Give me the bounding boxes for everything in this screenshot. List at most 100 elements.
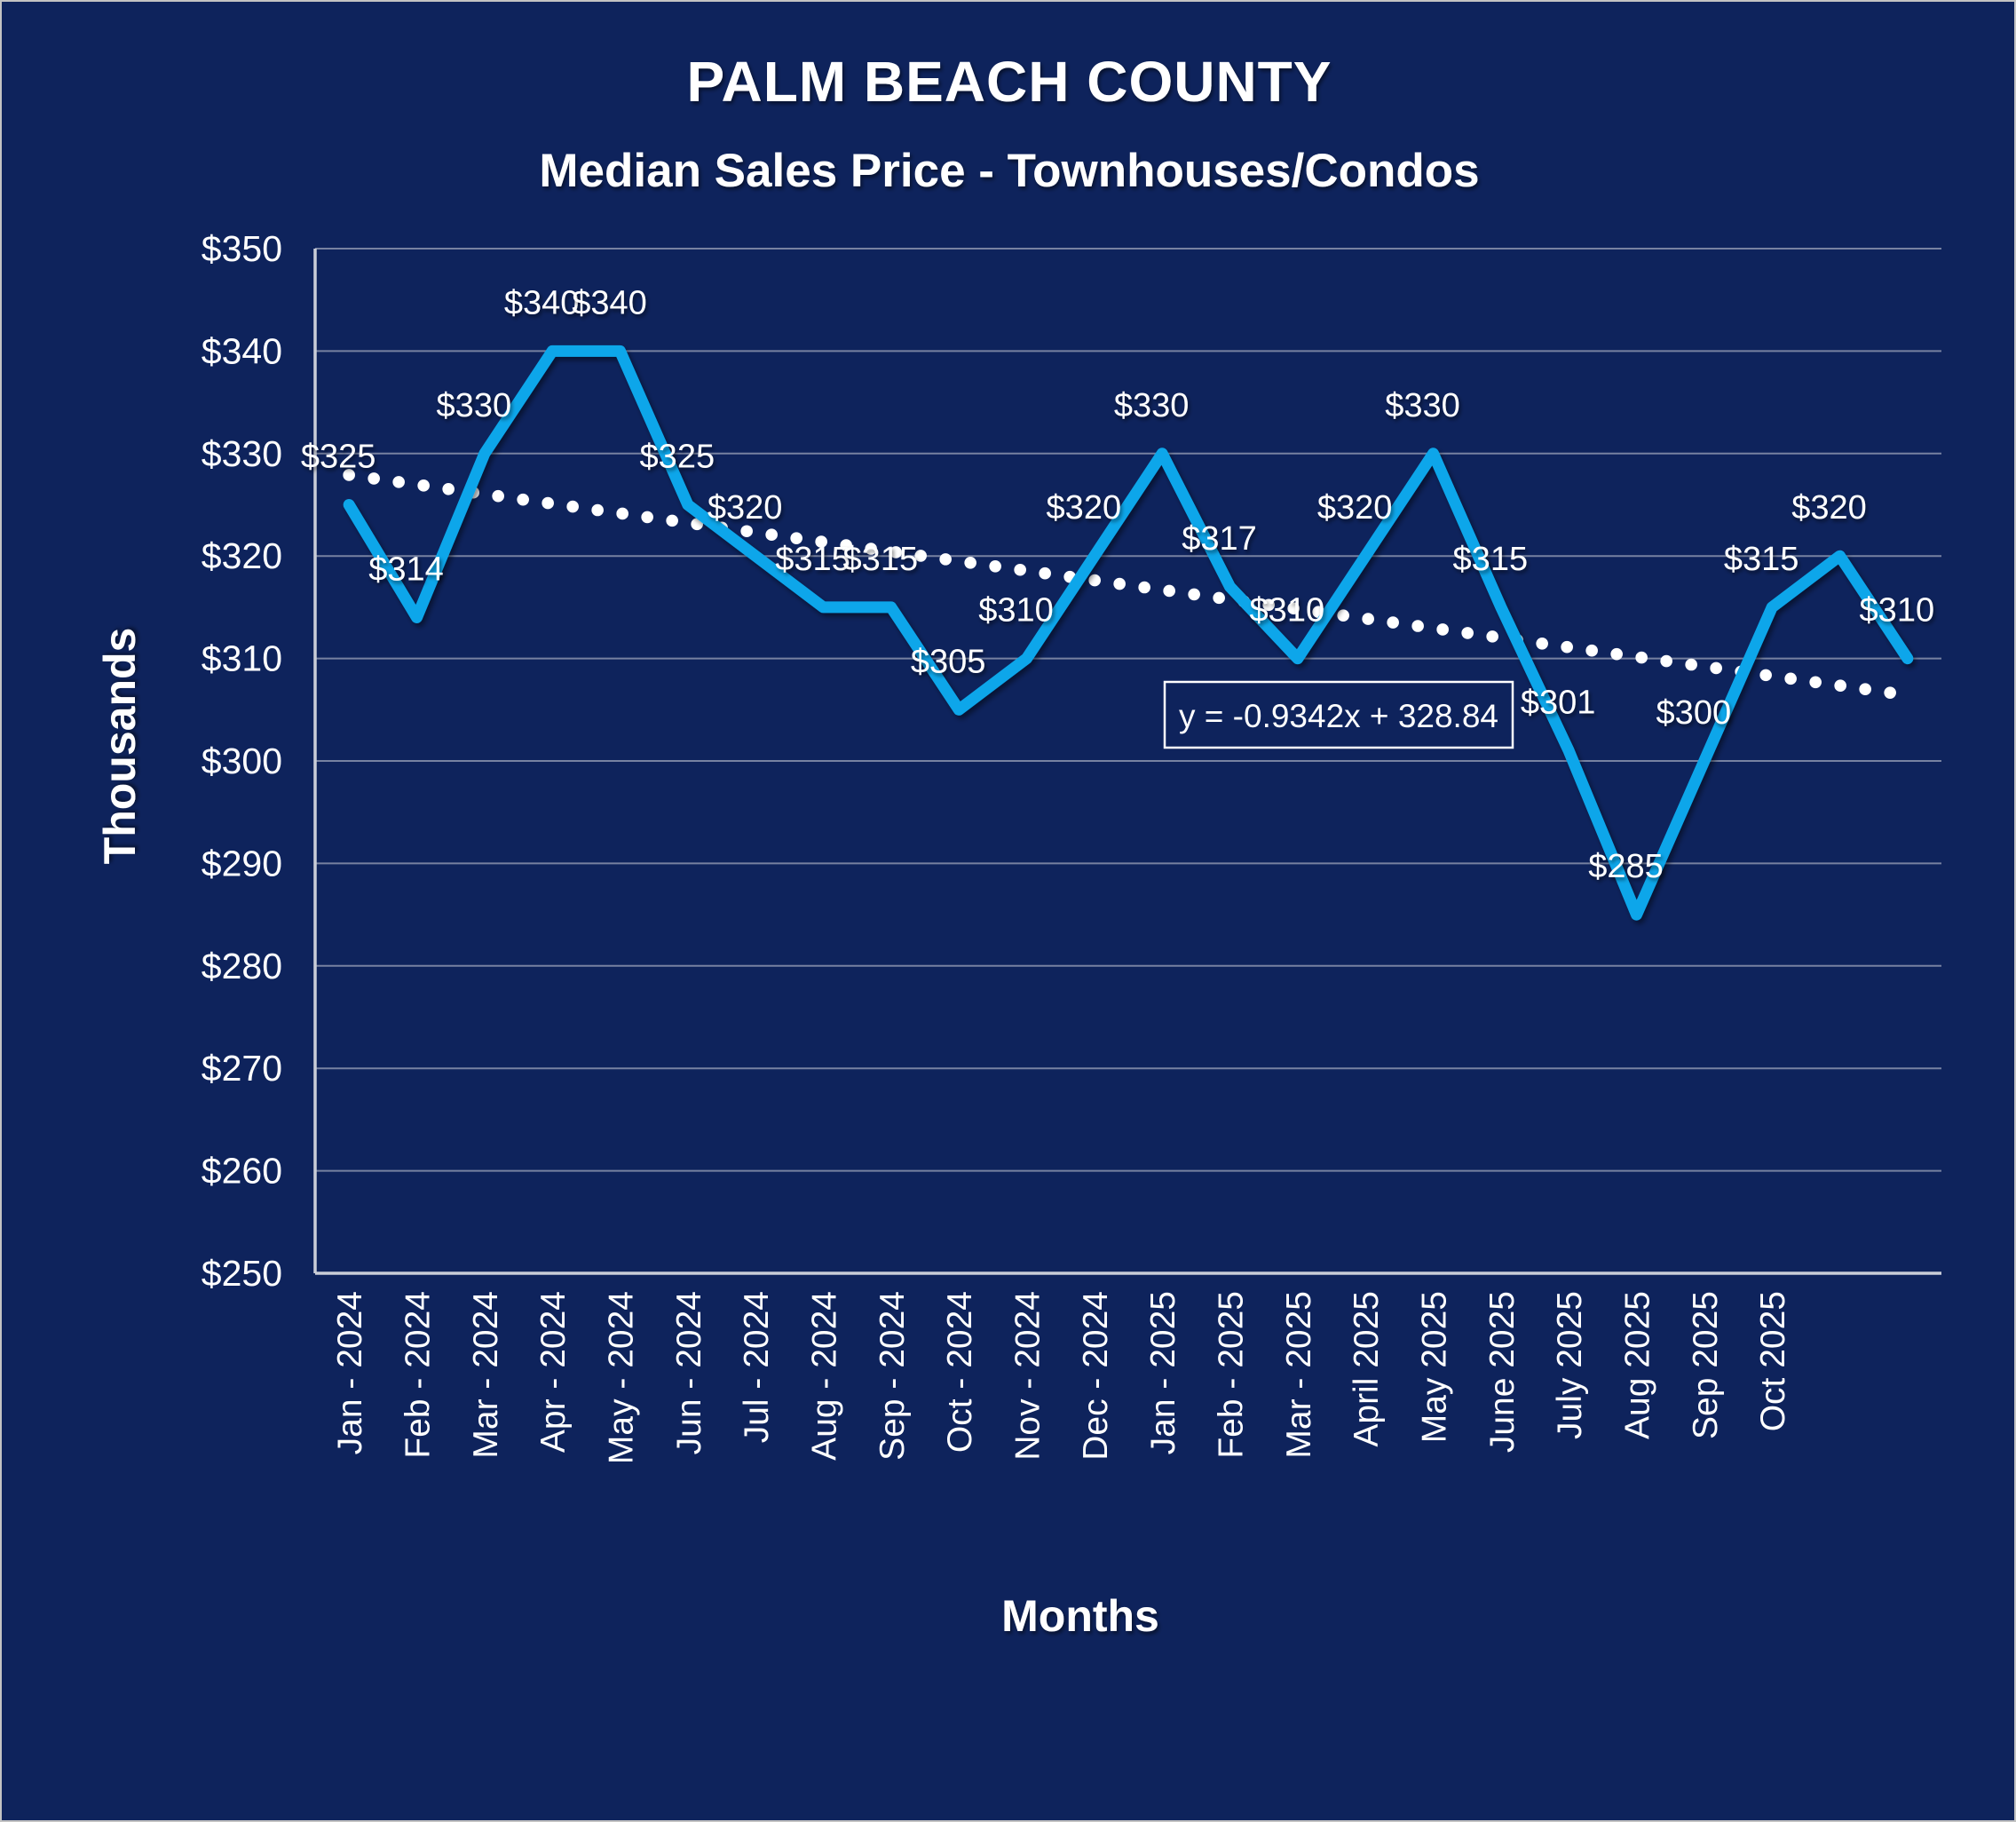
trendline-dot <box>1088 574 1101 587</box>
x-tick-label: Aug 2025 <box>1619 1291 1657 1439</box>
x-tick-label: June 2025 <box>1483 1291 1522 1453</box>
data-label: $325 <box>640 439 715 476</box>
trendline-dot <box>1486 630 1498 643</box>
data-label: $315 <box>775 541 850 578</box>
trendline-dot <box>1710 661 1722 675</box>
chart-subtitle: Median Sales Price - Townhouses/Condos <box>539 145 1479 197</box>
data-label: $300 <box>1656 694 1732 732</box>
data-label: $315 <box>1724 541 1799 578</box>
x-tick-label: Dec - 2024 <box>1077 1291 1115 1461</box>
x-tick-label: Oct - 2024 <box>941 1291 979 1453</box>
y-tick-label: $330 <box>202 433 282 474</box>
data-label: $320 <box>1047 489 1122 527</box>
trendline-dot <box>1884 686 1896 699</box>
data-label: $330 <box>437 387 512 424</box>
gridlines-group <box>315 248 1941 1274</box>
y-tick-label: $300 <box>202 741 282 781</box>
trendline-dot <box>641 511 653 524</box>
data-labels-group: $325 $314 $330 $340$340 $325 $320 $315 $315 $305… <box>301 284 1934 885</box>
trendline-dot <box>1859 683 1871 695</box>
trendline-dot <box>790 532 802 544</box>
data-label: $305 <box>911 643 986 680</box>
trendline-dot <box>1387 616 1399 629</box>
trendline-dot <box>1461 627 1474 639</box>
trendline-dot <box>442 482 455 495</box>
trendline-dot <box>815 535 827 548</box>
x-tick-label: Mar - 2025 <box>1280 1291 1318 1459</box>
y-tick-label: $310 <box>202 638 282 679</box>
trendline-dot <box>1660 654 1672 668</box>
data-label: $320 <box>708 489 783 527</box>
x-tick-label: Oct 2025 <box>1754 1291 1792 1431</box>
trendline-dot <box>1362 613 1374 625</box>
trendline-dot <box>343 469 355 481</box>
y-tick-label: $280 <box>202 946 282 986</box>
trendline-dot <box>1287 602 1300 615</box>
trendline-dot <box>492 489 504 503</box>
data-label: $330 <box>1114 387 1190 424</box>
x-tick-label: April 2025 <box>1348 1291 1386 1447</box>
x-tick-label: May 2025 <box>1416 1291 1454 1443</box>
x-tick-label: Mar - 2024 <box>467 1291 505 1459</box>
data-label: $315 <box>1453 541 1529 578</box>
data-label: $330 <box>1385 387 1460 424</box>
trendline-dot <box>368 472 380 485</box>
y-tick-labels-group: $350 $340 $330 $320 $310 $300 $290 $280 $270 $260… <box>202 228 282 1294</box>
y-tick-label: $350 <box>202 228 282 269</box>
data-label: $314 <box>368 551 444 588</box>
trendline-dot <box>765 528 778 541</box>
trendline-dot <box>989 559 1001 573</box>
trendline-dot <box>1039 566 1051 580</box>
trendline-dot <box>1014 563 1026 576</box>
trendline-dot <box>1809 676 1822 689</box>
equation-border <box>1163 680 1514 749</box>
y-tick-label: $250 <box>202 1253 282 1294</box>
trendline-dot <box>865 543 877 555</box>
trendline-equation-box: y = -0.9342x + 328.84 <box>1163 680 1514 749</box>
data-label: $340 <box>504 284 580 321</box>
trendline-dot <box>1337 609 1349 622</box>
trendline-dot <box>517 493 529 506</box>
y-tick-label: $260 <box>202 1151 282 1192</box>
data-label: $285 <box>1588 848 1664 885</box>
trendline-dot <box>417 479 430 492</box>
data-label: $320 <box>1317 489 1393 527</box>
trendline-dot <box>1759 669 1772 682</box>
x-tick-label: July 2025 <box>1551 1291 1589 1439</box>
trendline-dot <box>840 539 852 551</box>
data-label: $325 <box>301 439 376 476</box>
y-tick-label: $340 <box>202 330 282 371</box>
trendline-dot <box>1685 658 1697 671</box>
trendline-dot <box>1163 584 1175 598</box>
x-tick-label: May - 2024 <box>603 1291 641 1464</box>
y-axis-title: Thousands <box>95 628 145 865</box>
data-label: $317 <box>1182 520 1257 558</box>
chart-title: PALM BEACH COUNTY <box>687 50 1332 114</box>
x-tick-label: Aug - 2024 <box>806 1291 844 1461</box>
trendline-dot <box>939 553 952 566</box>
y-tick-label: $270 <box>202 1048 282 1089</box>
data-label: $310 <box>1860 592 1935 630</box>
x-tick-label: Sep 2025 <box>1687 1291 1725 1439</box>
trendline-dot <box>1561 640 1573 654</box>
x-tick-label: Feb - 2024 <box>399 1291 438 1459</box>
trendline-dot <box>392 476 405 488</box>
trendline-dot <box>889 546 902 558</box>
trendline-dot <box>591 503 604 517</box>
trendline-dot <box>964 557 976 569</box>
trendline-dot <box>566 500 579 513</box>
trendline-dot <box>1585 644 1598 657</box>
y-tick-label: $320 <box>202 535 282 576</box>
data-label: $340 <box>572 284 647 321</box>
x-tick-label: Sep - 2024 <box>874 1291 912 1461</box>
data-label: $310 <box>1250 592 1325 630</box>
trendline-dot <box>1188 588 1200 601</box>
trendline-dot <box>1784 672 1797 685</box>
x-tick-label: Nov - 2024 <box>1009 1291 1048 1461</box>
trendline-dot <box>1411 620 1424 632</box>
trendline-dot <box>914 550 927 562</box>
trendline-dot <box>1834 679 1846 693</box>
trendline-dot <box>666 514 678 527</box>
